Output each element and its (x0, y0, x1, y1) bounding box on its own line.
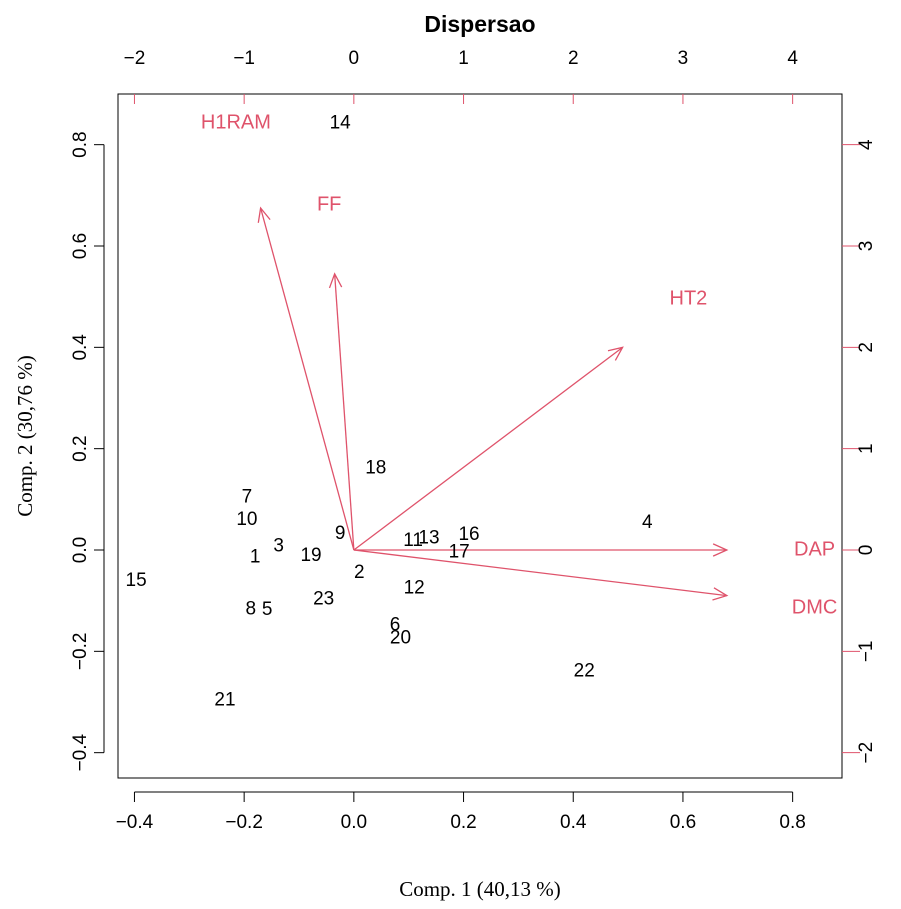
bottom-axis-tick-label: −0.2 (225, 812, 263, 833)
arrow-label-h1ram: H1RAM (201, 112, 271, 134)
point-label: 17 (449, 542, 470, 563)
right-axis-tick-label: 1 (856, 443, 877, 454)
bottom-axis: −0.4 −0.2 0.0 0.2 0.4 0.6 0.8 (116, 791, 806, 833)
arrow-ht2 (353, 346, 623, 551)
left-axis-tick-label: −0.2 (70, 633, 91, 671)
bottom-axis-tick-label: 0.0 (341, 812, 367, 833)
right-axis-tick-label: 2 (856, 342, 877, 353)
point-label: 16 (458, 524, 479, 545)
point-label: 21 (214, 689, 235, 710)
left-axis: −0.4 −0.2 0.0 0.2 0.4 0.6 0.8 (70, 131, 105, 771)
top-axis-tick-label: 4 (787, 48, 798, 69)
right-axis-tick-label: 0 (856, 545, 877, 556)
right-axis: −2 −1 0 1 2 3 4 (842, 139, 877, 764)
bottom-axis-tick-label: 0.2 (450, 812, 476, 833)
point-label: 22 (574, 661, 595, 682)
point-label: 12 (404, 578, 425, 599)
point-label: 13 (418, 527, 439, 548)
point-label: 23 (313, 589, 334, 610)
arrow-h1ram (259, 207, 355, 551)
x-axis-label: Comp. 1 (40,13 %) (399, 877, 561, 901)
arrowhead-dap (712, 543, 729, 557)
point-label: 9 (335, 523, 346, 544)
right-axis-tick-label: −2 (856, 742, 877, 764)
y-axis-label: Comp. 2 (30,76 %) (13, 355, 37, 517)
left-axis-tick-label: 0.0 (70, 537, 91, 563)
point-label: 15 (126, 570, 147, 591)
loading-arrows: DAP DMC HT2 FF H1RAM (201, 112, 837, 619)
arrow-label-ff: FF (317, 194, 341, 216)
right-axis-tick-label: 4 (856, 139, 877, 150)
point-label: 7 (242, 486, 253, 507)
arrow-label-dap: DAP (794, 538, 835, 560)
left-axis-tick-label: 0.2 (70, 435, 91, 461)
arrowhead-dmc (712, 587, 729, 601)
top-axis-tick-label: 2 (568, 48, 579, 69)
top-axis-tick-label: −2 (124, 48, 146, 69)
plot-frame (117, 93, 843, 779)
left-axis-tick-label: 0.6 (70, 233, 91, 259)
point-label: 1 (250, 547, 261, 568)
point-label: 18 (365, 457, 386, 478)
bottom-axis-tick-label: −0.4 (116, 812, 154, 833)
chart-title: Dispersao (424, 11, 535, 37)
top-axis-tick-label: 1 (458, 48, 469, 69)
top-axis-tick-label: 3 (678, 48, 689, 69)
left-axis-tick-label: 0.8 (70, 131, 91, 157)
point-label: 5 (262, 599, 273, 620)
left-axis-tick-label: −0.4 (70, 733, 91, 771)
right-axis-tick-label: 3 (856, 241, 877, 252)
arrow-label-ht2: HT2 (670, 287, 708, 309)
arrowhead-ff (328, 272, 343, 289)
bottom-axis-tick-label: 0.4 (560, 812, 587, 833)
arrowhead-ht2 (607, 346, 624, 361)
point-label: 10 (236, 509, 257, 530)
point-label: 2 (354, 562, 365, 583)
point-label: 4 (642, 512, 653, 533)
arrow-label-dmc: DMC (792, 597, 838, 619)
bottom-axis-tick-label: 0.8 (779, 812, 805, 833)
right-axis-tick-label: −1 (856, 640, 877, 662)
top-axis-tick-label: 0 (349, 48, 360, 69)
arrow-dmc (353, 549, 727, 597)
point-label: 20 (390, 628, 411, 649)
left-axis-tick-label: 0.4 (70, 334, 91, 361)
point-label: 11 (403, 530, 423, 551)
point-label: 14 (330, 112, 352, 133)
point-label: 19 (300, 545, 321, 566)
point-label: 8 (245, 598, 256, 619)
top-axis-tick-label: −1 (233, 48, 255, 69)
point-label: 6 (390, 615, 401, 636)
arrowhead-h1ram (257, 206, 271, 223)
point-label: 3 (273, 535, 284, 556)
arrow-ff (334, 273, 355, 551)
top-axis: −2 −1 0 1 2 3 4 (124, 48, 798, 104)
bottom-axis-tick-label: 0.6 (670, 812, 696, 833)
